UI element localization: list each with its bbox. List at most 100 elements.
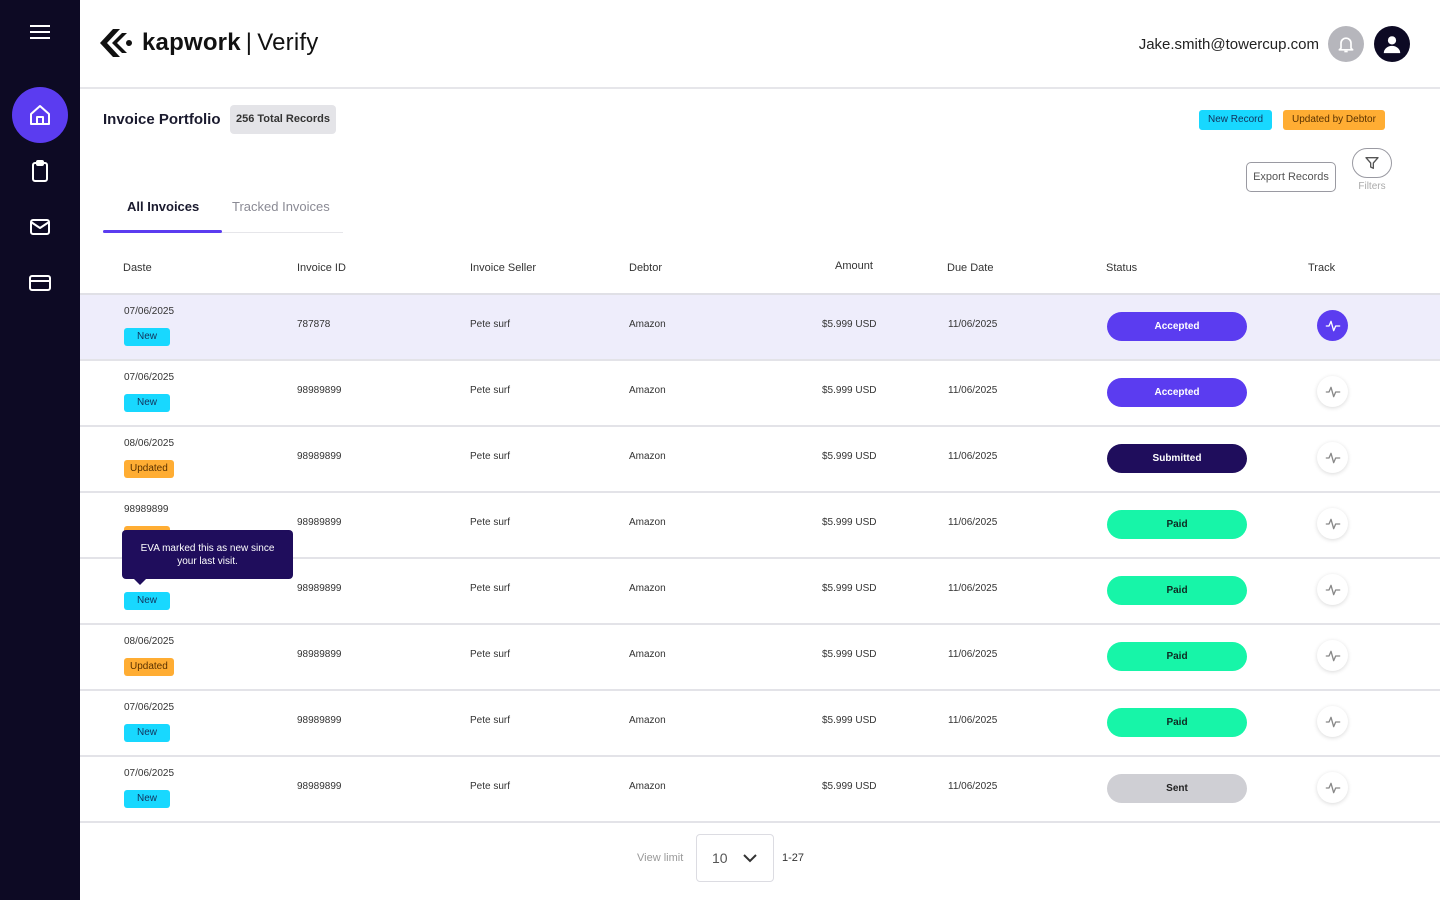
column-header-amount[interactable]: Amount bbox=[835, 260, 873, 272]
export-records-button[interactable]: Export Records bbox=[1246, 162, 1336, 192]
table-row[interactable]: 07/06/2025 New 98989899 Pete surf Amazon $5.9… bbox=[80, 691, 1440, 757]
row-status-pill: Paid bbox=[1107, 510, 1247, 539]
menu-icon[interactable] bbox=[30, 24, 50, 40]
row-invoice-seller: Pete surf bbox=[470, 319, 511, 330]
table-row[interactable]: 07/06/2025 New 787878 Pete surf Amazon $5.999… bbox=[80, 295, 1440, 361]
row-date: 07/06/2025 bbox=[124, 768, 175, 779]
column-header-date[interactable]: Daste bbox=[123, 262, 152, 274]
row-amount: $5.999 USD bbox=[822, 451, 877, 462]
filters-button[interactable] bbox=[1352, 148, 1392, 178]
row-status-pill: Paid bbox=[1107, 642, 1247, 671]
row-due-date: 11/06/2025 bbox=[948, 385, 998, 396]
table-row[interactable]: 07/06/2025 New 98989899 Pete surf Amazon $5.9… bbox=[80, 361, 1440, 427]
activity-pulse-icon bbox=[1325, 716, 1340, 727]
row-invoice-id[interactable]: 98989899 bbox=[297, 781, 342, 792]
row-date: 07/06/2025 bbox=[124, 372, 175, 383]
row-debtor: Amazon bbox=[629, 451, 666, 462]
row-amount: $5.999 USD bbox=[822, 583, 877, 594]
activity-pulse-icon bbox=[1325, 386, 1340, 397]
row-invoice-id[interactable]: 98989899 bbox=[297, 649, 342, 660]
track-toggle-button[interactable] bbox=[1317, 310, 1348, 341]
row-date: 07/06/2025 bbox=[124, 702, 175, 713]
row-date: 07/06/2025 bbox=[124, 306, 175, 317]
table-row[interactable]: New 98989899 Pete surf Amazon $5.999 USD 11/0… bbox=[80, 559, 1440, 625]
table-row[interactable]: 08/06/2025 Updated 98989899 Pete surf Amazon… bbox=[80, 427, 1440, 493]
view-limit-select[interactable]: 10 bbox=[696, 834, 774, 882]
kapwork-logo-icon bbox=[100, 29, 132, 57]
activity-pulse-icon bbox=[1325, 518, 1340, 529]
sidebar-item-mail[interactable] bbox=[12, 199, 68, 255]
tab-tracked-invoices[interactable]: Tracked Invoices bbox=[232, 199, 330, 214]
row-debtor: Amazon bbox=[629, 781, 666, 792]
row-invoice-id[interactable]: 787878 bbox=[297, 319, 331, 330]
row-status-pill: Submitted bbox=[1107, 444, 1247, 473]
row-debtor: Amazon bbox=[629, 319, 666, 330]
row-invoice-seller: Pete surf bbox=[470, 649, 511, 660]
credit-card-icon bbox=[29, 275, 51, 291]
row-status-tag: New bbox=[124, 724, 170, 742]
row-status-tag: New bbox=[124, 328, 170, 346]
total-records-badge: 256 Total Records bbox=[230, 105, 336, 134]
row-invoice-seller: Pete surf bbox=[470, 517, 511, 528]
track-toggle-button[interactable] bbox=[1317, 442, 1348, 473]
page-title: Invoice Portfolio bbox=[103, 111, 221, 128]
row-status-pill: Accepted bbox=[1107, 312, 1247, 341]
activity-pulse-icon bbox=[1325, 650, 1340, 661]
logo-text: kapwork | Verify bbox=[142, 29, 318, 57]
user-email: Jake.smith@towercup.com bbox=[1138, 36, 1319, 53]
row-invoice-id[interactable]: 98989899 bbox=[297, 715, 342, 726]
table-row[interactable]: 07/06/2025 New 98989899 Pete surf Amazon $5.9… bbox=[80, 757, 1440, 823]
sidebar-item-card[interactable] bbox=[12, 255, 68, 311]
logo[interactable]: kapwork | Verify bbox=[98, 26, 318, 60]
view-limit-label: View limit bbox=[637, 852, 684, 864]
column-header-track[interactable]: Track bbox=[1308, 262, 1336, 274]
sidebar bbox=[0, 0, 80, 900]
row-debtor: Amazon bbox=[629, 517, 666, 528]
track-toggle-button[interactable] bbox=[1317, 376, 1348, 407]
sidebar-item-home[interactable] bbox=[12, 87, 68, 143]
row-invoice-seller: Pete surf bbox=[470, 583, 511, 594]
row-amount: $5.999 USD bbox=[822, 715, 877, 726]
row-invoice-id[interactable]: 98989899 bbox=[297, 517, 342, 528]
filter-icon bbox=[1365, 157, 1379, 169]
tooltip-line-1: EVA marked this as new since bbox=[140, 543, 275, 554]
brand-name: kapwork bbox=[142, 29, 241, 56]
row-invoice-seller: Pete surf bbox=[470, 451, 511, 462]
row-date: 98989899 bbox=[124, 504, 169, 515]
column-header-due-date[interactable]: Due Date bbox=[947, 262, 994, 274]
tab-all-invoices[interactable]: All Invoices bbox=[127, 199, 200, 214]
row-debtor: Amazon bbox=[629, 385, 666, 396]
row-due-date: 11/06/2025 bbox=[948, 781, 998, 792]
activity-pulse-icon bbox=[1325, 452, 1340, 463]
row-invoice-seller: Pete surf bbox=[470, 715, 511, 726]
avatar[interactable] bbox=[1374, 26, 1410, 62]
table-row[interactable]: 98989899 98989899 Pete surf Amazon $5.999 US… bbox=[80, 493, 1440, 559]
tooltip-line-2: your last visit. bbox=[177, 556, 238, 567]
column-header-invoice-seller[interactable]: Invoice Seller bbox=[470, 262, 537, 274]
row-status-pill: Paid bbox=[1107, 708, 1247, 737]
row-status-tag: New bbox=[124, 394, 170, 412]
track-toggle-button[interactable] bbox=[1317, 640, 1348, 671]
row-status-tag: Updated bbox=[124, 658, 174, 676]
row-due-date: 11/06/2025 bbox=[948, 517, 998, 528]
row-invoice-id[interactable]: 98989899 bbox=[297, 583, 342, 594]
sidebar-item-clipboard[interactable] bbox=[12, 143, 68, 199]
track-toggle-button[interactable] bbox=[1317, 508, 1348, 539]
column-header-debtor[interactable]: Debtor bbox=[629, 262, 663, 274]
notifications-button[interactable] bbox=[1328, 26, 1364, 62]
column-header-status[interactable]: Status bbox=[1106, 262, 1138, 274]
track-toggle-button[interactable] bbox=[1317, 772, 1348, 803]
row-invoice-seller: Pete surf bbox=[470, 781, 511, 792]
column-header-invoice-id[interactable]: Invoice ID bbox=[297, 262, 346, 274]
row-due-date: 11/06/2025 bbox=[948, 715, 998, 726]
pagination-range: 1-27 bbox=[782, 852, 805, 864]
row-amount: $5.999 USD bbox=[822, 385, 877, 396]
track-toggle-button[interactable] bbox=[1317, 574, 1348, 605]
track-toggle-button[interactable] bbox=[1317, 706, 1348, 737]
row-date: 08/06/2025 bbox=[124, 438, 175, 449]
table-row[interactable]: 08/06/2025 Updated 98989899 Pete surf Amazon… bbox=[80, 625, 1440, 691]
invoice-tabs: All Invoices Tracked Invoices bbox=[103, 190, 343, 233]
row-invoice-id[interactable]: 98989899 bbox=[297, 385, 342, 396]
row-invoice-id[interactable]: 98989899 bbox=[297, 451, 342, 462]
row-due-date: 11/06/2025 bbox=[948, 451, 998, 462]
